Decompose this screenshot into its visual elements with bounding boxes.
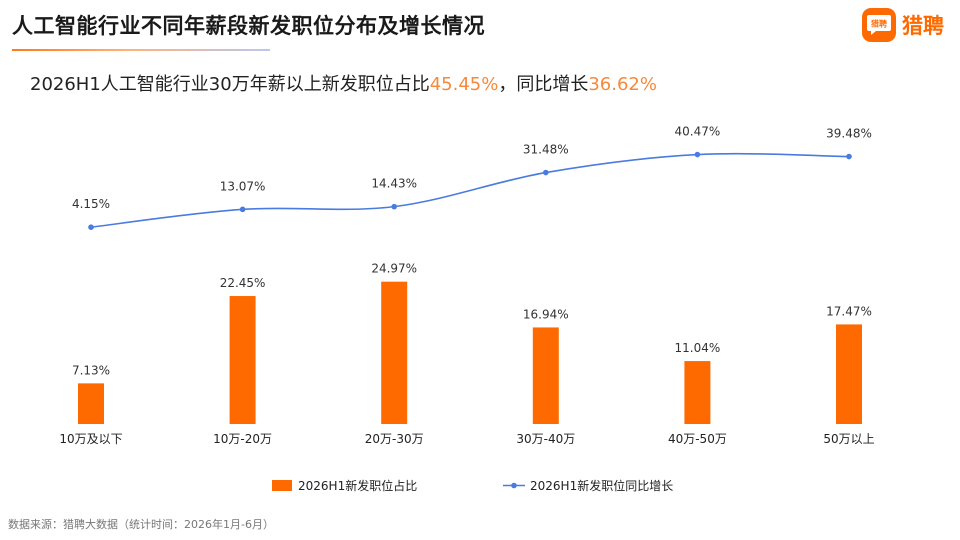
line-point-4	[694, 151, 701, 158]
subtitle-growth-value: 36.62%	[588, 74, 657, 95]
line-label-2: 14.43%	[371, 177, 417, 191]
bar-4	[684, 361, 711, 424]
line-label-1: 13.07%	[220, 179, 266, 193]
bar-2	[381, 281, 408, 424]
logo-text: 猎聘	[902, 14, 944, 38]
x-tick-0: 10万及以下	[59, 432, 122, 446]
x-tick-1: 10万-20万	[213, 432, 272, 446]
bar-label-0: 7.13%	[72, 363, 110, 377]
x-tick-4: 40万-50万	[668, 432, 727, 446]
subtitle: 2026H1人工智能行业30万年薪以上新发职位占比45.45%，同比增长36.6…	[30, 70, 657, 96]
bar-5	[836, 324, 862, 424]
line-series	[88, 151, 852, 230]
line-label-4: 40.47%	[675, 125, 721, 139]
bar-series	[78, 281, 862, 424]
subtitle-share-value: 45.45%	[429, 74, 499, 95]
brand-logo: 猎聘 猎聘	[862, 8, 944, 42]
page-title: 人工智能行业不同年薪段新发职位分布及增长情况	[12, 14, 485, 38]
line-point-0	[88, 224, 94, 230]
x-axis-ticks: 10万及以下 10万-20万 20万-30万 30万-40万 40万-50万 50万以上	[59, 432, 874, 446]
logo-mark-text: 猎聘	[870, 19, 887, 29]
x-tick-3: 30万-40万	[516, 432, 575, 446]
growth-line	[90, 152, 850, 228]
bar-labels: 7.13% 22.45% 24.97% 16.94% 11.04% 17.47%	[72, 262, 872, 378]
line-point-5	[846, 153, 852, 160]
bar-label-2: 24.97%	[371, 262, 417, 276]
bar-label-1: 22.45%	[220, 276, 266, 290]
line-labels: 4.15% 13.07% 14.43% 31.48% 40.47% 39.48%	[72, 125, 872, 212]
bar-1	[229, 296, 256, 424]
title-underline	[12, 49, 270, 51]
bar-0	[78, 383, 104, 424]
line-point-1	[239, 206, 246, 213]
x-tick-2: 20万-30万	[365, 432, 424, 446]
legend: 2026H1新发职位占比 2026H1新发职位同比增长	[272, 478, 673, 493]
subtitle-prefix: 2026H1人工智能行业30万年薪以上新发职位占比	[30, 74, 430, 95]
bar-3	[532, 327, 559, 424]
legend-swatch-bar	[272, 480, 292, 491]
x-tick-5: 50万以上	[823, 432, 874, 446]
bar-label-4: 11.04%	[675, 341, 721, 355]
line-label-5: 39.48%	[826, 127, 872, 141]
legend-label-line: 2026H1新发职位同比增长	[530, 478, 673, 493]
legend-label-bar: 2026H1新发职位占比	[298, 478, 417, 493]
subtitle-middle: ，同比增长	[498, 74, 589, 95]
line-point-3	[543, 169, 549, 176]
line-label-3: 31.48%	[523, 143, 569, 157]
bar-label-5: 17.47%	[826, 304, 872, 318]
bar-label-3: 16.94%	[523, 307, 569, 321]
legend-swatch-dot	[511, 482, 517, 489]
logo-mark-icon: 猎聘	[862, 8, 896, 42]
line-label-0: 4.15%	[72, 197, 110, 211]
data-source: 数据来源：猎聘大数据（统计时间：2026年1月-6月）	[8, 518, 274, 531]
line-point-2	[391, 203, 398, 210]
